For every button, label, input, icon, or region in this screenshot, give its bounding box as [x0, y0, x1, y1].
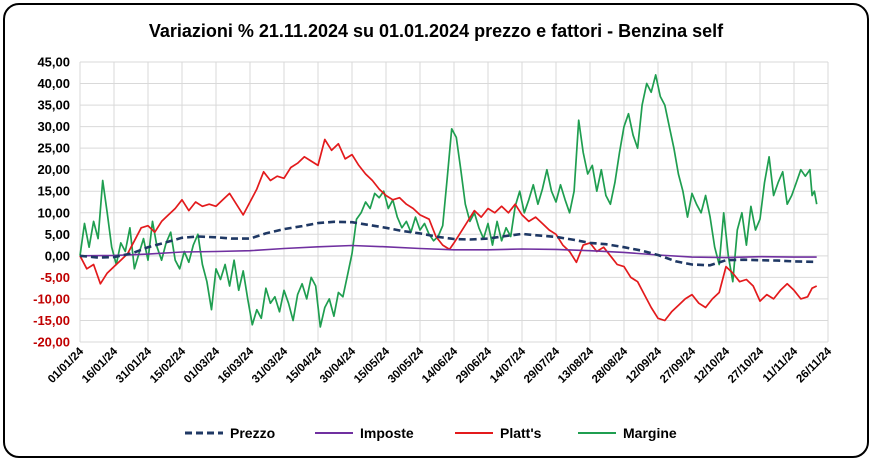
y-tick-label: -20,00 — [33, 335, 70, 350]
x-tick-label: 14/07/24 — [488, 345, 529, 386]
x-axis: 01/01/2416/01/2431/01/2415/02/2401/03/24… — [46, 345, 835, 386]
y-tick-label: -5,00 — [40, 270, 70, 285]
legend-label: Imposte — [360, 425, 414, 441]
x-tick-label: 26/11/24 — [794, 345, 834, 385]
x-tick-label: 12/10/24 — [692, 345, 733, 386]
y-tick-label: 10,00 — [37, 205, 70, 220]
x-tick-label: 27/09/24 — [658, 345, 699, 386]
legend-label: Prezzo — [230, 425, 275, 441]
y-tick-label: -10,00 — [33, 291, 70, 306]
x-tick-label: 30/04/24 — [318, 345, 359, 386]
legend: Prezzo Imposte Platt's Margine — [185, 425, 677, 441]
series-lines — [79, 74, 818, 328]
y-tick-label: 5,00 — [45, 227, 70, 242]
x-tick-label: 29/07/24 — [522, 345, 563, 386]
y-tick-label: 20,00 — [37, 162, 70, 177]
y-tick-label: 30,00 — [37, 119, 70, 134]
y-tick-label: 25,00 — [37, 141, 70, 156]
x-tick-label: 14/06/24 — [420, 345, 461, 386]
x-tick-label: 01/03/24 — [182, 345, 223, 386]
y-tick-label: 45,00 — [37, 55, 70, 70]
series-line-margine — [79, 74, 818, 328]
series-line-prezzo — [79, 220, 817, 267]
x-tick-label: 31/03/24 — [250, 345, 291, 386]
x-tick-label: 15/05/24 — [352, 345, 393, 386]
legend-label: Margine — [623, 425, 677, 441]
x-tick-label: 15/04/24 — [284, 345, 325, 386]
y-axis: 45,00 40,00 35,00 30,00 25,00 20,00 15,00 10,00… — [33, 55, 70, 350]
y-tick-label: 40,00 — [37, 76, 70, 91]
x-tick-label: 15/02/24 — [148, 345, 189, 386]
y-tick-label: 35,00 — [37, 98, 70, 113]
x-tick-label: 11/11/24 — [761, 345, 801, 385]
x-tick-label: 16/03/24 — [216, 345, 257, 386]
legend-label: Platt's — [500, 425, 542, 441]
x-tick-label: 01/01/24 — [46, 345, 87, 386]
chart-title: Variazioni % 21.11.2024 su 01.01.2024 pr… — [149, 21, 724, 41]
y-tick-label: -15,00 — [33, 313, 70, 328]
y-tick-label: 15,00 — [37, 184, 70, 199]
x-tick-label: 29/06/24 — [454, 345, 495, 386]
x-tick-label: 16/01/24 — [80, 345, 121, 386]
x-tick-label: 31/01/24 — [114, 345, 155, 386]
x-tick-label: 13/08/24 — [556, 345, 597, 386]
x-tick-label: 28/08/24 — [590, 345, 631, 386]
y-tick-label: 0,00 — [45, 248, 70, 263]
series-line-imposte — [79, 244, 817, 259]
x-tick-label: 12/09/24 — [624, 345, 665, 386]
chart-frame — [3, 3, 869, 458]
x-tick-label: 30/05/24 — [386, 345, 427, 386]
x-tick-label: 27/10/24 — [726, 345, 767, 386]
gridlines — [79, 61, 829, 343]
series-line-platts — [79, 138, 818, 322]
